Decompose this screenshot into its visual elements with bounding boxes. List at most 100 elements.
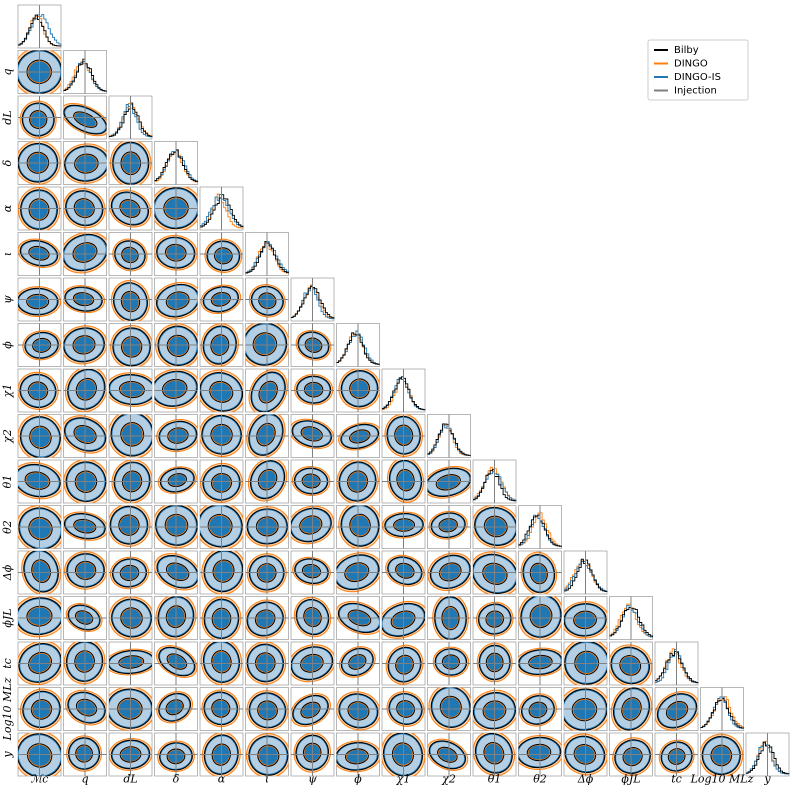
- contour-inner: [258, 292, 277, 310]
- panel: [63, 550, 107, 595]
- panel: [381, 641, 426, 686]
- panel: [17, 95, 62, 140]
- panel: [199, 414, 244, 458]
- y-axis-label: tc: [1, 658, 14, 669]
- panel: [518, 641, 562, 686]
- panel: [472, 550, 517, 595]
- contours: [336, 460, 380, 503]
- panel: [63, 505, 107, 549]
- contours: [336, 642, 380, 685]
- x-axis-label: α: [218, 773, 226, 786]
- contour-inner: [26, 605, 53, 627]
- panel: [245, 277, 289, 322]
- contour-inner: [72, 335, 96, 355]
- contour-inner: [72, 292, 95, 307]
- contour-inner: [484, 516, 507, 537]
- contour-inner: [214, 248, 232, 264]
- panel: [336, 459, 380, 504]
- contours: [109, 687, 152, 731]
- panel: [518, 505, 562, 549]
- contour-mid: [201, 414, 242, 455]
- y-axis-label: α: [1, 204, 14, 212]
- panel: [427, 596, 471, 640]
- contour-mid: [291, 646, 334, 681]
- contour-mid: [202, 325, 237, 365]
- contour-mid: [614, 739, 651, 774]
- contours: [245, 733, 289, 776]
- panel: [563, 641, 608, 686]
- contour-inner: [165, 291, 190, 310]
- contour-inner: [666, 701, 688, 720]
- contour-inner: [73, 198, 95, 219]
- panel: [108, 596, 153, 640]
- panel: [154, 186, 198, 231]
- panel: [108, 414, 153, 458]
- contour-inner: [165, 605, 187, 629]
- panel: [108, 732, 153, 777]
- contour-mid: [386, 415, 421, 455]
- contour-inner: [121, 247, 138, 263]
- panel: [199, 505, 244, 549]
- contour-inner: [73, 518, 97, 534]
- panel: [154, 459, 198, 504]
- panel: [290, 596, 335, 640]
- contour-inner: [347, 701, 370, 721]
- contours: [518, 551, 562, 594]
- contours: [63, 414, 107, 458]
- contours: [18, 414, 61, 458]
- panel: [199, 596, 244, 640]
- contour-mid: [249, 460, 286, 500]
- panel: [563, 596, 608, 640]
- contour-inner: [441, 654, 460, 670]
- contours: [63, 278, 107, 321]
- contour-inner: [207, 513, 233, 538]
- contour-inner: [166, 653, 188, 670]
- panel: [17, 641, 62, 686]
- contour-mid: [63, 327, 105, 363]
- contour-inner: [395, 563, 414, 579]
- contour-inner: [121, 246, 139, 264]
- contours: [291, 642, 334, 685]
- contour-inner: [573, 744, 597, 765]
- legend-label: DINGO: [674, 59, 708, 70]
- contour-mid: [18, 597, 61, 636]
- contours: [63, 733, 107, 776]
- panel: [472, 641, 517, 686]
- x-axis-label: ι: [265, 773, 269, 786]
- contour-inner: [167, 654, 187, 670]
- panel: [381, 414, 426, 458]
- panel: [609, 641, 653, 686]
- panel: [154, 368, 198, 413]
- panel: [108, 641, 153, 686]
- legend-label: Injection: [674, 86, 717, 97]
- panel: [381, 687, 426, 731]
- y-axis-label: y: [1, 751, 14, 759]
- contours: [473, 505, 516, 549]
- panel: [17, 550, 62, 595]
- contours: [109, 323, 152, 367]
- contours: [109, 414, 152, 458]
- contour-inner: [667, 748, 686, 765]
- panel: [472, 459, 517, 504]
- panel: [427, 732, 471, 777]
- contours: [63, 505, 107, 549]
- contour-mid: [340, 647, 374, 677]
- legend-label: Bilby: [674, 45, 699, 56]
- contours: [382, 551, 425, 594]
- contour-mid: [338, 461, 377, 502]
- contours: [18, 733, 61, 776]
- contour-inner: [259, 381, 278, 403]
- contour-inner: [253, 333, 277, 356]
- contours: [154, 369, 198, 412]
- contour-mid: [111, 598, 152, 638]
- y-axis-label: ϕ: [1, 341, 14, 349]
- contour-mid: [338, 693, 379, 729]
- contours: [382, 414, 425, 458]
- contour-inner: [213, 247, 233, 265]
- panel: [427, 641, 471, 686]
- contour-mid: [336, 554, 380, 591]
- contours: [154, 687, 198, 731]
- contour-mid: [245, 323, 288, 366]
- x-axis-label: Log10 MLz: [690, 773, 754, 786]
- contour-inner: [620, 655, 641, 675]
